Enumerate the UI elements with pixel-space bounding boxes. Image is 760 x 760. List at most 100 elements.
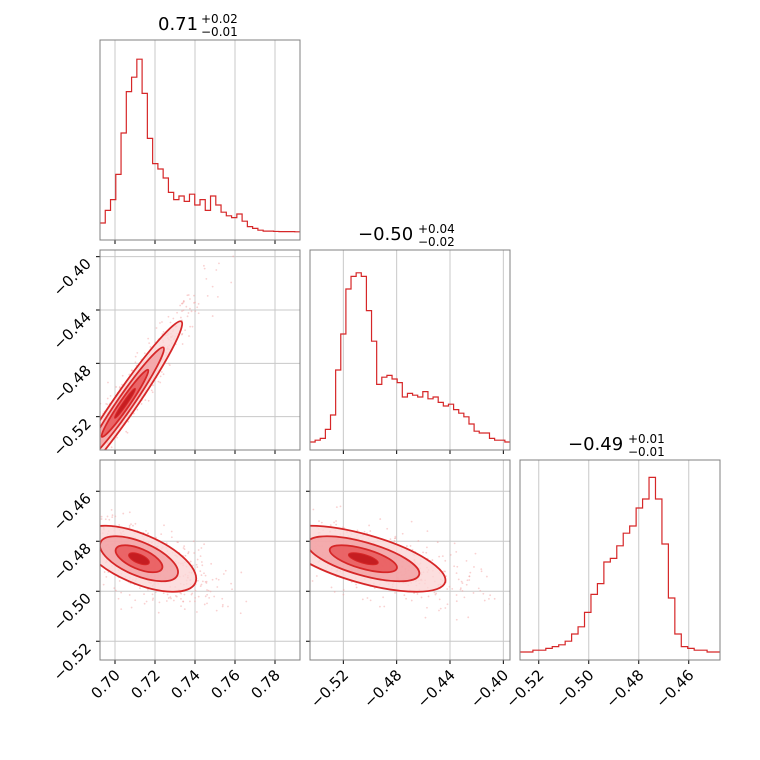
sample-point	[177, 541, 179, 544]
y-tick-label-row-2: −0.46	[50, 489, 95, 534]
sample-point	[431, 559, 434, 561]
sample-point	[181, 302, 183, 305]
sample-point	[267, 570, 269, 572]
sample-point	[195, 563, 198, 566]
sample-point	[189, 298, 191, 300]
sample-point	[298, 536, 300, 538]
sample-point	[529, 608, 531, 610]
density-contour-4	[128, 552, 150, 566]
sample-point	[68, 540, 70, 542]
sample-point	[36, 560, 38, 562]
sample-point	[126, 431, 129, 434]
sample-point	[522, 604, 524, 606]
sample-point	[35, 512, 37, 514]
sample-point	[521, 636, 523, 638]
sample-point	[410, 520, 413, 523]
sample-point	[102, 583, 105, 586]
sample-point	[480, 570, 483, 573]
sample-point	[91, 463, 93, 465]
sample-point	[177, 535, 179, 537]
sample-point	[97, 438, 99, 440]
sample-point	[166, 593, 169, 596]
sample-point	[293, 527, 295, 529]
sample-point	[288, 543, 290, 545]
sample-point	[335, 523, 338, 526]
sample-point	[84, 469, 86, 471]
sample-point	[89, 440, 91, 442]
sample-point	[210, 562, 213, 565]
sample-point	[93, 447, 95, 449]
sample-point	[250, 519, 252, 521]
sample-point	[78, 571, 80, 573]
sample-point	[60, 553, 62, 555]
sample-point	[90, 565, 92, 567]
sample-point	[122, 512, 125, 515]
x-tick-label-0: 0.76	[207, 666, 243, 702]
sample-point	[382, 596, 385, 599]
sample-point	[290, 529, 292, 531]
sample-point	[108, 518, 111, 521]
histogram-step-2	[520, 476, 720, 653]
sample-point	[203, 543, 206, 546]
sample-point	[170, 536, 173, 539]
sample-point	[157, 380, 160, 383]
sample-point	[88, 538, 90, 540]
sample-point	[112, 455, 114, 457]
sample-point	[81, 480, 83, 482]
sample-point	[483, 599, 486, 602]
sample-point	[86, 464, 88, 466]
sample-point	[182, 600, 185, 603]
sample-point	[149, 346, 152, 348]
sample-point	[161, 321, 163, 323]
sample-point	[318, 520, 320, 522]
sample-point	[218, 262, 220, 265]
sample-point	[102, 488, 104, 490]
sample-point	[167, 315, 170, 318]
sample-point	[231, 524, 233, 526]
sample-point	[335, 506, 338, 509]
sample-point	[461, 589, 464, 592]
sample-point	[63, 498, 65, 500]
sample-point	[187, 294, 190, 296]
sample-point	[193, 294, 195, 297]
sample-point	[438, 598, 441, 601]
sample-point	[190, 310, 193, 313]
sample-point	[151, 593, 154, 596]
sample-point	[305, 537, 307, 539]
sample-point	[206, 593, 209, 596]
sample-point	[90, 419, 92, 421]
sample-point	[204, 595, 207, 598]
sample-point	[175, 595, 178, 598]
sample-point	[100, 518, 103, 520]
sample-point	[93, 465, 95, 467]
sample-point	[85, 590, 87, 592]
sample-point	[83, 457, 85, 459]
sample-point	[426, 546, 428, 549]
x-tick-label-2: −0.50	[552, 666, 597, 711]
sample-point	[207, 589, 210, 592]
sample-point	[118, 524, 121, 526]
sample-point	[425, 551, 428, 554]
sample-point	[96, 448, 98, 450]
x-tick-label-1: −0.40	[467, 666, 512, 711]
sample-point	[446, 588, 449, 590]
sample-point	[51, 537, 53, 539]
sample-point	[81, 468, 83, 470]
x-tick-label-1: −0.52	[307, 666, 352, 711]
param-title-1-plus: +0.04	[418, 222, 455, 236]
sample-point	[94, 434, 96, 436]
joint-panel-1-2	[177, 459, 531, 664]
sample-point	[86, 461, 88, 463]
x-tick-label-2: −0.48	[602, 666, 647, 711]
sample-point	[368, 524, 371, 527]
sample-point	[91, 571, 93, 573]
sample-point	[196, 611, 198, 613]
sample-point	[56, 493, 58, 495]
sample-point	[88, 442, 90, 444]
sample-point	[43, 521, 45, 523]
sample-point	[93, 437, 95, 439]
sample-point	[306, 542, 308, 544]
sample-point	[200, 561, 203, 563]
sample-point	[263, 512, 265, 514]
sample-point	[196, 579, 199, 582]
